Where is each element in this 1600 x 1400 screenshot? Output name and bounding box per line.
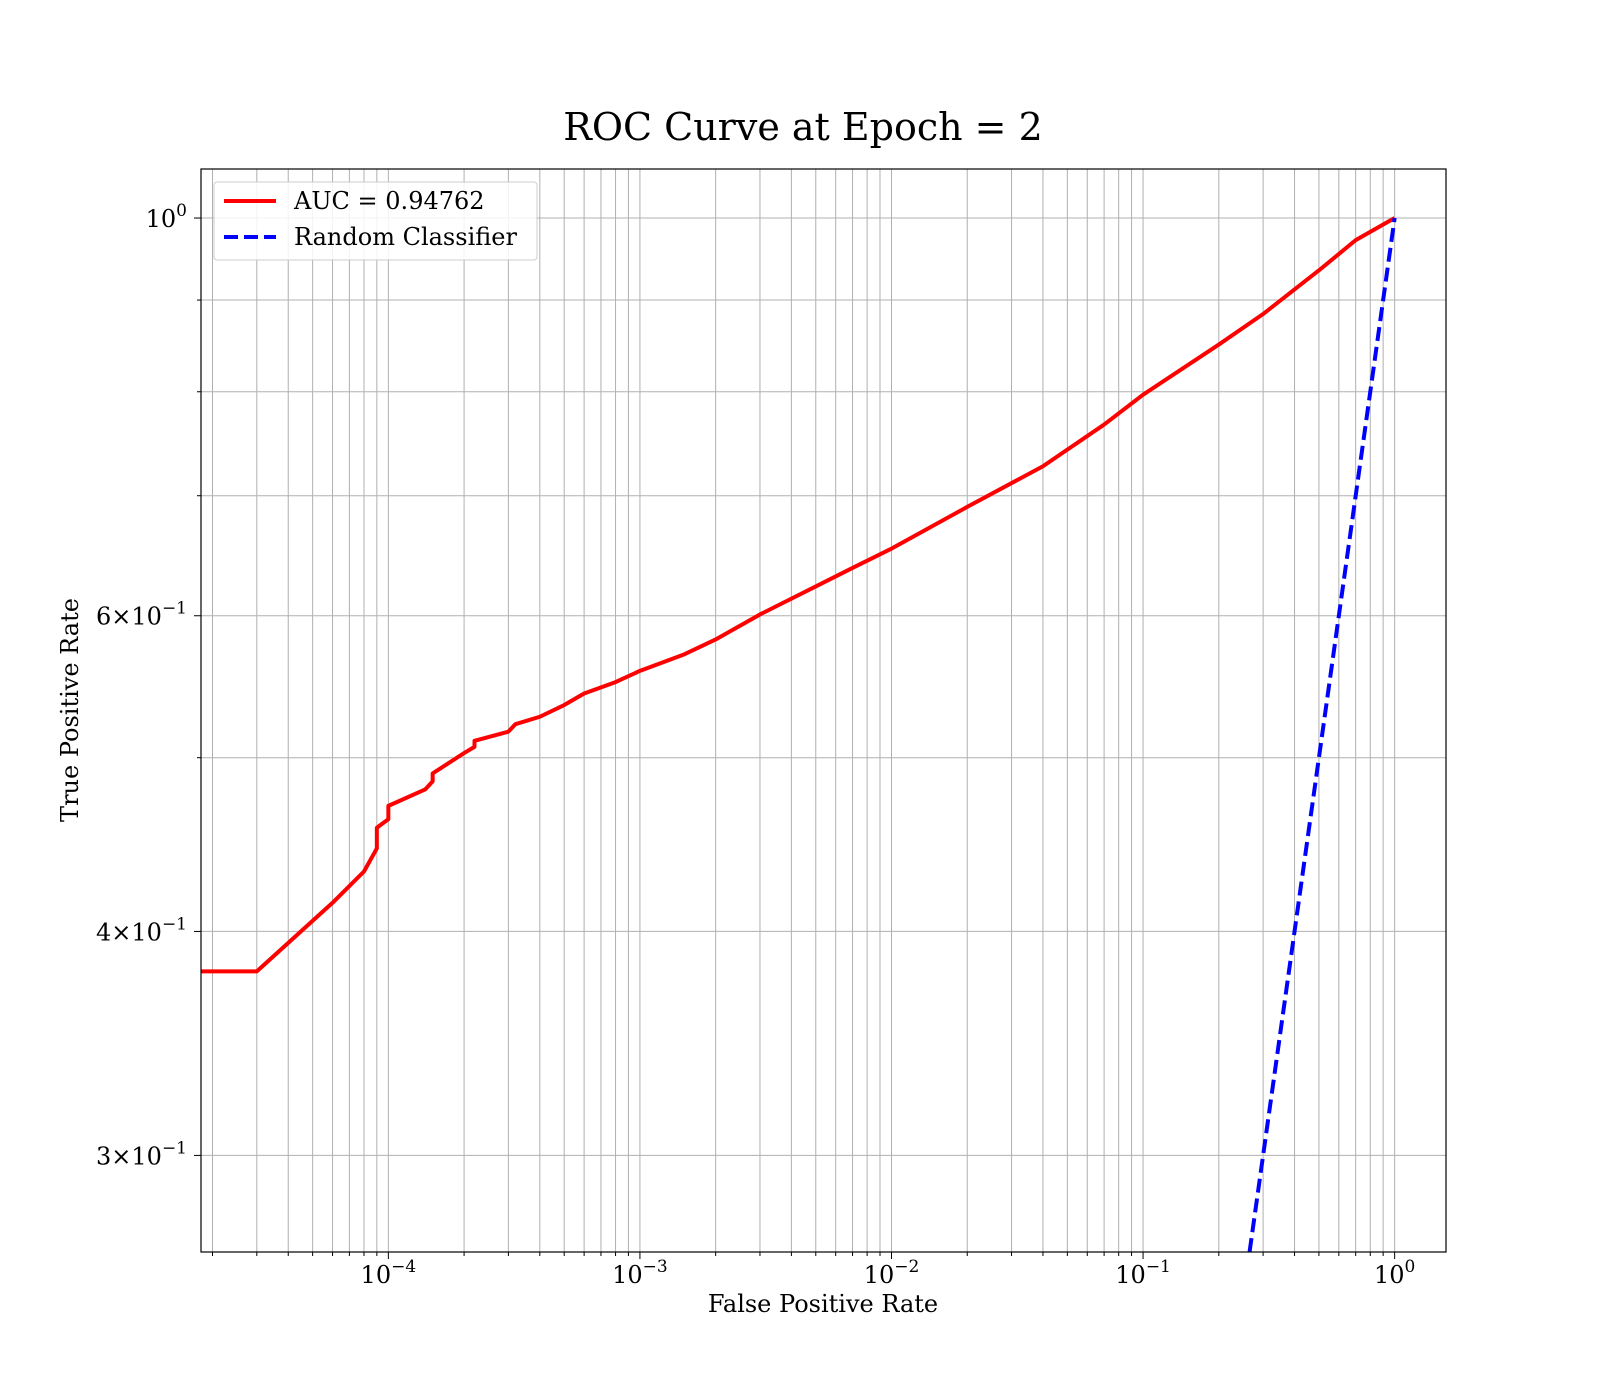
legend-label-auc: AUC = 0.94762 [293, 187, 485, 215]
y-axis-ticks: 100 6×10−1 4×10−1 3×10−1 [96, 201, 201, 1170]
random-classifier-line [1247, 217, 1397, 1253]
y-tick-label: 4×10−1 [96, 914, 187, 946]
plot-lines [201, 216, 1397, 1253]
legend: AUC = 0.94762 Random Classifier [213, 181, 538, 261]
plot-frame [200, 168, 1447, 1253]
legend-label-random: Random Classifier [294, 223, 517, 251]
x-axis-ticks: 10−4 10−3 10−2 10−1 100 [212, 1252, 1415, 1289]
x-tick-label: 10−4 [361, 1257, 417, 1289]
x-tick-label: 100 [1374, 1257, 1415, 1289]
roc-curve-line [201, 216, 1396, 974]
y-tick-label: 3×10−1 [96, 1138, 187, 1170]
chart-title: ROC Curve at Epoch = 2 [563, 105, 1043, 149]
x-axis-label: False Positive Rate [708, 1290, 938, 1318]
x-tick-label: 10−1 [1115, 1257, 1171, 1289]
y-tick-label: 100 [146, 201, 187, 233]
y-axis-label: True Positive Rate [56, 598, 84, 822]
grid [201, 169, 1446, 1252]
x-tick-label: 10−3 [612, 1257, 668, 1289]
y-tick-label: 6×10−1 [96, 599, 187, 631]
legend-box [213, 181, 538, 261]
x-tick-label: 10−2 [864, 1257, 920, 1289]
